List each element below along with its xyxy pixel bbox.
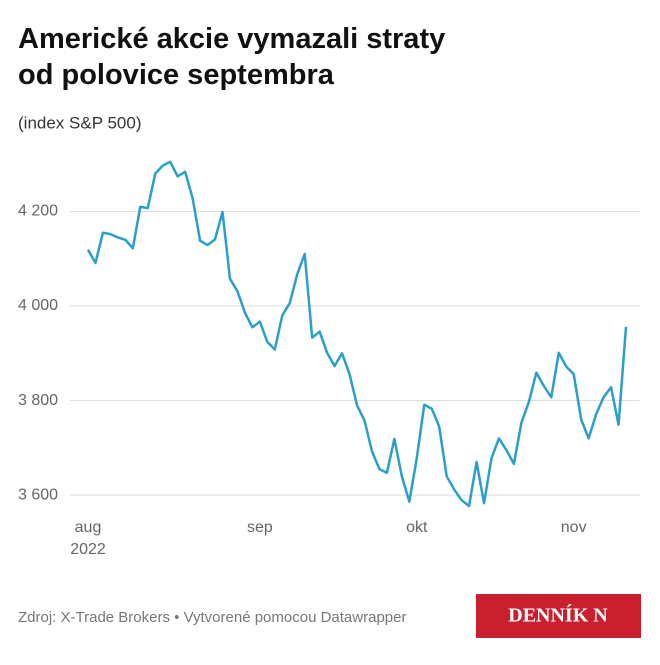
x-tick-label: okt xyxy=(406,519,428,536)
x-tick-label: nov xyxy=(561,519,587,536)
y-tick-label: 4 200 xyxy=(18,203,58,220)
logo: DENNÍK N xyxy=(508,604,608,627)
source-note: Zdroj: X-Trade Brokers • Vytvorené pomoc… xyxy=(18,609,406,626)
chart-title: Americké akcie vymazali straty od polovic… xyxy=(18,23,445,91)
x-tick-label: aug xyxy=(75,519,102,536)
y-tick-label: 3 800 xyxy=(18,392,58,409)
chart-subtitle: (index S&P 500) xyxy=(18,113,141,132)
y-tick-label: 3 600 xyxy=(18,486,58,503)
logo-box xyxy=(476,594,641,638)
tick-label-bg xyxy=(14,390,66,411)
data-line xyxy=(86,160,628,508)
x-year-label: 2022 xyxy=(70,541,106,558)
tick-label-bg xyxy=(14,485,66,506)
x-tick-label: sep xyxy=(247,519,273,536)
tick-label-bg xyxy=(14,201,66,222)
y-tick-label: 4 000 xyxy=(18,297,58,314)
tick-label-bg xyxy=(14,296,66,316)
